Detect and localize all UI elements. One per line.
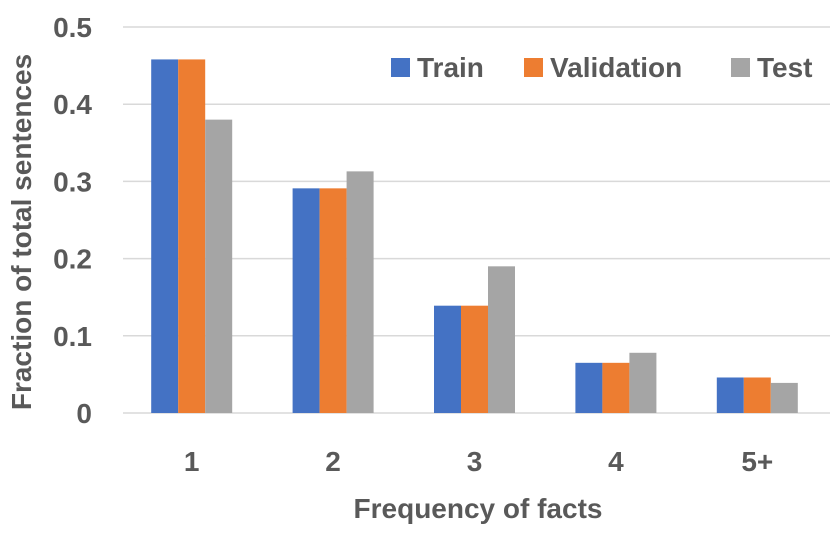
bar-validation-2 (319, 188, 347, 413)
y-axis-label: Fraction of total sentences (6, 54, 37, 410)
bar-validation-1 (178, 59, 206, 413)
y-axis-ticks: 0 0.1 0.2 0.3 0.4 0.5 (53, 12, 92, 429)
bar-validation-3 (461, 305, 488, 413)
x-tick-label: 5+ (741, 446, 773, 477)
x-tick-label: 2 (325, 446, 341, 477)
legend-swatch-validation (524, 58, 543, 77)
bar-train-4 (575, 362, 603, 413)
bar-test-1 (205, 119, 233, 413)
bar-train-5+ (716, 377, 744, 413)
x-axis-label: Frequency of facts (354, 493, 603, 524)
bar-test-4 (629, 352, 657, 413)
x-tick-label: 4 (608, 446, 624, 477)
y-tick-label: 0.4 (53, 89, 92, 120)
bar-test-5+ (770, 382, 798, 413)
x-tick-label: 1 (184, 446, 200, 477)
y-tick-label: 0.1 (53, 321, 92, 352)
bar-test-3 (488, 266, 515, 413)
bar-validation-5+ (743, 377, 771, 413)
x-tick-label: 3 (467, 446, 483, 477)
y-tick-label: 0.3 (53, 166, 92, 197)
bar-train-3 (434, 305, 461, 413)
legend-label-train: Train (417, 52, 484, 83)
y-tick-label: 0 (76, 398, 92, 429)
y-tick-label: 0.2 (53, 244, 92, 275)
legend: Train Validation Test (391, 52, 813, 83)
bar-validation-4 (602, 362, 630, 413)
legend-swatch-test (731, 58, 750, 77)
legend-label-validation: Validation (550, 52, 682, 83)
gridlines (123, 26, 830, 414)
x-axis-ticks: 1 2 3 4 5+ (184, 446, 773, 477)
y-tick-label: 0.5 (53, 12, 92, 43)
legend-label-test: Test (757, 52, 813, 83)
bar-train-2 (292, 188, 320, 413)
bar-train-1 (151, 59, 179, 413)
bar-test-2 (346, 171, 374, 413)
legend-swatch-train (391, 58, 410, 77)
bars (151, 59, 798, 413)
